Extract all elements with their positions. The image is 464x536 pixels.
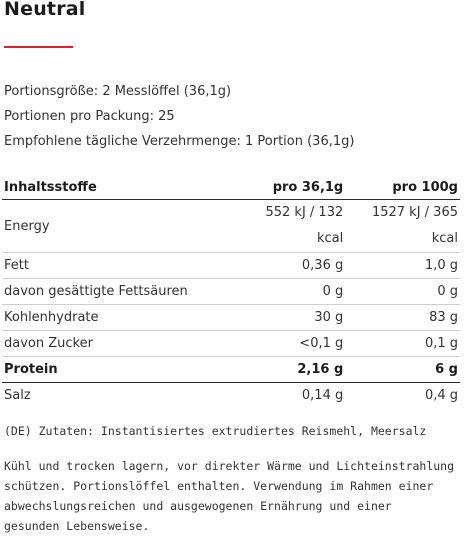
row-per-serving: 0,36 g — [218, 252, 346, 279]
row-label: Kohlenhydrate — [2, 304, 219, 331]
row-per-100g: 6 g — [345, 356, 460, 383]
energy-per-100g-kcal: kcal — [431, 231, 458, 246]
title-accent-line — [4, 46, 73, 48]
ingredients-text: (DE) Zutaten: Instantisiertes extrudiert… — [4, 424, 427, 438]
header-per-100g: pro 100g — [345, 175, 460, 200]
storage-line: abwechslungsreichen und ausgewogenen Ern… — [4, 499, 392, 513]
table-row-salt: Salz 0,14 g 0,4 g — [2, 383, 460, 409]
storage-instructions: Kühl und trocken lagern, vor direkter Wä… — [4, 456, 462, 536]
row-per-serving: 0 g — [218, 278, 346, 305]
table-row-saturated-fat: davon gesättigte Fettsäuren 0 g 0 g — [2, 278, 460, 305]
row-label: davon gesättigte Fettsäuren — [2, 278, 219, 305]
nutrition-table: Inhaltsstoffe pro 36,1g pro 100g Energy … — [2, 175, 460, 408]
table-row-sugar: davon Zucker <0,1 g 0,1 g — [2, 330, 460, 357]
row-label: Protein — [2, 356, 219, 383]
table-row-energy: Energy 552 kJ / 132 kcal 1527 kJ / 365 k… — [2, 199, 460, 253]
storage-line: Kühl und trocken lagern, vor direkter Wä… — [4, 459, 455, 473]
row-per-serving: 0,14 g — [301, 388, 344, 403]
storage-line: gesunden Lebensweise. — [4, 519, 150, 533]
row-label: Fett — [2, 252, 219, 279]
energy-per-serving: 552 kJ / 132 kcal — [218, 199, 346, 253]
table-row-fat: Fett 0,36 g 1,0 g — [2, 252, 460, 279]
row-per-serving: 2,16 g — [218, 356, 346, 383]
energy-per-serving-kj: 552 kJ / 132 — [265, 205, 344, 220]
header-per-serving: pro 36,1g — [218, 175, 346, 200]
table-header-row: Inhaltsstoffe pro 36,1g pro 100g — [2, 175, 460, 200]
storage-line: schützen. Portionslöffel enthalten. Verw… — [4, 479, 434, 493]
row-per-100g: 0,4 g — [424, 388, 458, 403]
table-row-protein: Protein 2,16 g 6 g — [2, 356, 460, 383]
energy-per-100g: 1527 kJ / 365 kcal — [345, 199, 460, 253]
row-per-100g: 1,0 g — [345, 252, 460, 279]
energy-label: Energy — [2, 199, 219, 253]
row-per-100g: 83 g — [345, 304, 460, 331]
row-per-serving: <0,1 g — [218, 330, 346, 357]
recommended-intake: Empfohlene tägliche Verzehrmenge: 1 Port… — [4, 134, 355, 149]
servings-per-pack: Portionen pro Packung: 25 — [4, 109, 175, 124]
row-per-serving: 30 g — [218, 304, 346, 331]
row-per-100g: 0 g — [345, 278, 460, 305]
serving-size: Portionsgröße: 2 Messlöffel (36,1g) — [4, 84, 232, 99]
energy-per-serving-kcal: kcal — [316, 231, 344, 246]
table-row-carbohydrates: Kohlenhydrate 30 g 83 g — [2, 304, 460, 331]
row-per-100g: 0,1 g — [345, 330, 460, 357]
product-title: Neutral — [4, 0, 86, 20]
energy-per-100g-kj: 1527 kJ / 365 — [371, 205, 458, 220]
header-ingredients: Inhaltsstoffe — [2, 175, 219, 200]
row-label: davon Zucker — [2, 330, 219, 357]
row-label: Salz — [4, 388, 31, 403]
